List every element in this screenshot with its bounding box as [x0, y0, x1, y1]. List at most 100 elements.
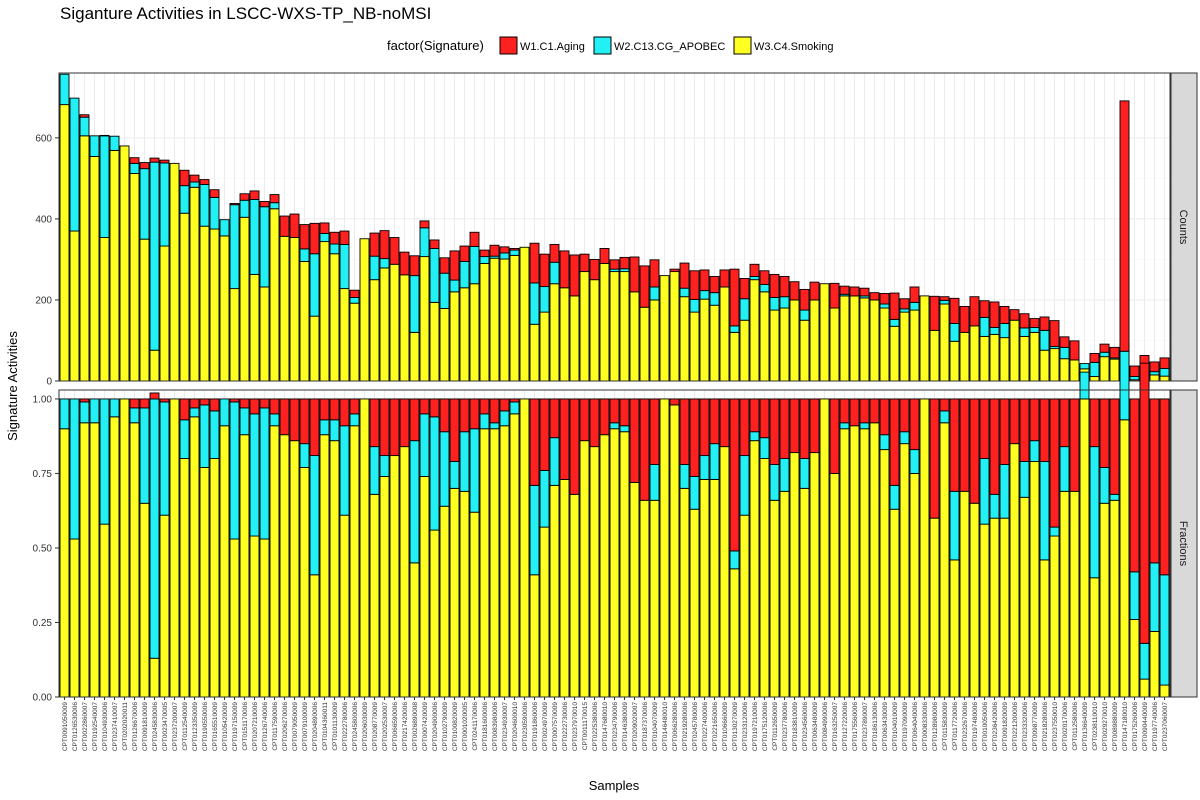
bar-W3.C4.Smoking	[859, 428, 870, 698]
bar-W3.C4.Smoking	[1149, 374, 1160, 382]
bar-W3.C4.Smoking	[189, 416, 200, 698]
legend-label-2: W3.C4.Smoking	[754, 41, 833, 53]
x-tick-label: CPT0197090009	[902, 702, 909, 752]
bar-W1.C1.Aging	[279, 215, 290, 237]
x-tick-label: CPT0181600006	[482, 702, 489, 752]
legend-label-0: W1.C1.Aging	[520, 41, 585, 53]
bar-W2.C13.CG_APOBEC	[469, 246, 480, 285]
bar-W3.C4.Smoking	[869, 422, 880, 698]
bar-W2.C13.CG_APOBEC	[699, 455, 710, 480]
x-tick-label: CPT0234560006	[802, 702, 809, 752]
x-tick-label: CPT0091050009	[62, 702, 69, 752]
x-tick-label: CPT0209020007	[632, 702, 639, 752]
bar-W3.C4.Smoking	[1099, 356, 1110, 382]
bar-W2.C13.CG_APOBEC	[889, 318, 900, 327]
bar-W3.C4.Smoking	[289, 237, 300, 382]
bar-W1.C1.Aging	[1089, 398, 1100, 448]
bar-W2.C13.CG_APOBEC	[489, 422, 500, 430]
bar-W3.C4.Smoking	[219, 235, 230, 382]
bar-W2.C13.CG_APOBEC	[709, 292, 720, 306]
bar-W2.C13.CG_APOBEC	[229, 401, 240, 540]
x-tick-label: CPT0115830009	[942, 702, 949, 751]
bar-W2.C13.CG_APOBEC	[1149, 371, 1160, 376]
bar-W1.C1.Aging	[209, 189, 220, 198]
bar-W3.C4.Smoking	[969, 502, 980, 698]
bar-W3.C4.Smoking	[579, 271, 590, 382]
x-tick-label: CPT0197480006	[972, 702, 979, 752]
bar-W1.C1.Aging	[339, 230, 350, 245]
x-tick-label: CPT0102790009	[442, 702, 449, 752]
bar-W1.C1.Aging	[229, 398, 240, 403]
bar-W1.C1.Aging	[1059, 336, 1070, 348]
bar-W2.C13.CG_APOBEC	[499, 410, 510, 427]
bar-W3.C4.Smoking	[769, 309, 780, 382]
bar-W3.C4.Smoking	[569, 295, 580, 382]
bar-W3.C4.Smoking	[569, 493, 580, 698]
bar-W2.C13.CG_APOBEC	[159, 162, 170, 247]
bar-W2.C13.CG_APOBEC	[159, 401, 170, 516]
x-tick-label: CPT0204900006	[432, 702, 439, 752]
bar-W1.C1.Aging	[499, 398, 510, 412]
bar-W3.C4.Smoking	[859, 297, 870, 382]
bar-W2.C13.CG_APOBEC	[689, 299, 700, 313]
bar-W3.C4.Smoking	[109, 416, 120, 698]
bar-W3.C4.Smoking	[949, 340, 960, 382]
bar-W2.C13.CG_APOBEC	[769, 464, 780, 501]
bar-W3.C4.Smoking	[1149, 630, 1160, 698]
bar-W1.C1.Aging	[319, 398, 330, 421]
bar-W2.C13.CG_APOBEC	[59, 73, 70, 106]
x-tick-label: CPT0010050006	[982, 702, 989, 752]
x-tick-label: CPT0175120006	[762, 702, 769, 752]
bar-W1.C1.Aging	[1159, 398, 1170, 576]
bar-W1.C1.Aging	[1049, 320, 1060, 348]
bar-W2.C13.CG_APOBEC	[729, 325, 740, 333]
bar-W2.C13.CG_APOBEC	[249, 198, 260, 275]
bar-W1.C1.Aging	[539, 398, 550, 471]
x-tick-label: CPT0204600010	[512, 702, 519, 752]
bar-W3.C4.Smoking	[389, 455, 400, 698]
bar-W1.C1.Aging	[549, 398, 560, 439]
bar-W1.C1.Aging	[729, 398, 740, 552]
bar-W1.C1.Aging	[439, 398, 450, 433]
bar-W3.C4.Smoking	[619, 271, 630, 382]
panel-fractions: 0.00 0.25 0.50 0.75 1.00 Fractions CPT00910500…	[33, 100, 1198, 752]
x-tick-label: CPT0151170006	[242, 702, 249, 751]
bar-W1.C1.Aging	[799, 288, 810, 311]
y-tick-label: 0	[46, 377, 52, 388]
bar-W3.C4.Smoking	[519, 246, 530, 382]
bar-W1.C1.Aging	[749, 398, 760, 433]
x-tick-label: CPT0020170006	[1062, 702, 1069, 752]
bar-W3.C4.Smoking	[1009, 319, 1020, 382]
bar-W1.C1.Aging	[669, 268, 680, 273]
bar-W2.C13.CG_APOBEC	[199, 404, 210, 468]
bar-W3.C4.Smoking	[519, 398, 530, 698]
bar-W3.C4.Smoking	[319, 241, 330, 382]
bar-W2.C13.CG_APOBEC	[1139, 642, 1150, 680]
x-tick-label: CPT0023470005	[162, 702, 169, 752]
bar-W3.C4.Smoking	[249, 273, 260, 382]
bar-W3.C4.Smoking	[489, 257, 500, 382]
bar-W1.C1.Aging	[529, 242, 540, 284]
bar-W3.C4.Smoking	[739, 319, 750, 382]
x-tick-label: CPT0066280006	[672, 702, 679, 752]
bar-W3.C4.Smoking	[69, 230, 80, 382]
chart-title: Siganture Activities in LSCC-WXS-TP_NB-n…	[60, 4, 431, 23]
bar-W2.C13.CG_APOBEC	[319, 419, 330, 436]
bar-W2.C13.CG_APOBEC	[1129, 571, 1140, 620]
x-tick-label: CPT0011170015	[582, 702, 589, 751]
bar-W1.C1.Aging	[969, 398, 980, 504]
bar-W2.C13.CG_APOBEC	[439, 431, 450, 507]
bar-W2.C13.CG_APOBEC	[779, 296, 790, 309]
bar-W1.C1.Aging	[569, 254, 580, 297]
bar-W3.C4.Smoking	[999, 337, 1010, 382]
bar-W3.C4.Smoking	[499, 258, 510, 382]
x-tick-label: CPT0079100009	[302, 702, 309, 752]
bar-W3.C4.Smoking	[449, 487, 460, 698]
bar-W1.C1.Aging	[589, 258, 600, 281]
bar-W2.C13.CG_APOBEC	[879, 303, 890, 309]
bar-W2.C13.CG_APOBEC	[269, 202, 280, 210]
bar-W3.C4.Smoking	[269, 208, 280, 382]
bar-W1.C1.Aging	[1069, 398, 1080, 492]
x-tick-label: CPT0105420009	[222, 702, 229, 752]
bar-W2.C13.CG_APOBEC	[549, 261, 560, 285]
